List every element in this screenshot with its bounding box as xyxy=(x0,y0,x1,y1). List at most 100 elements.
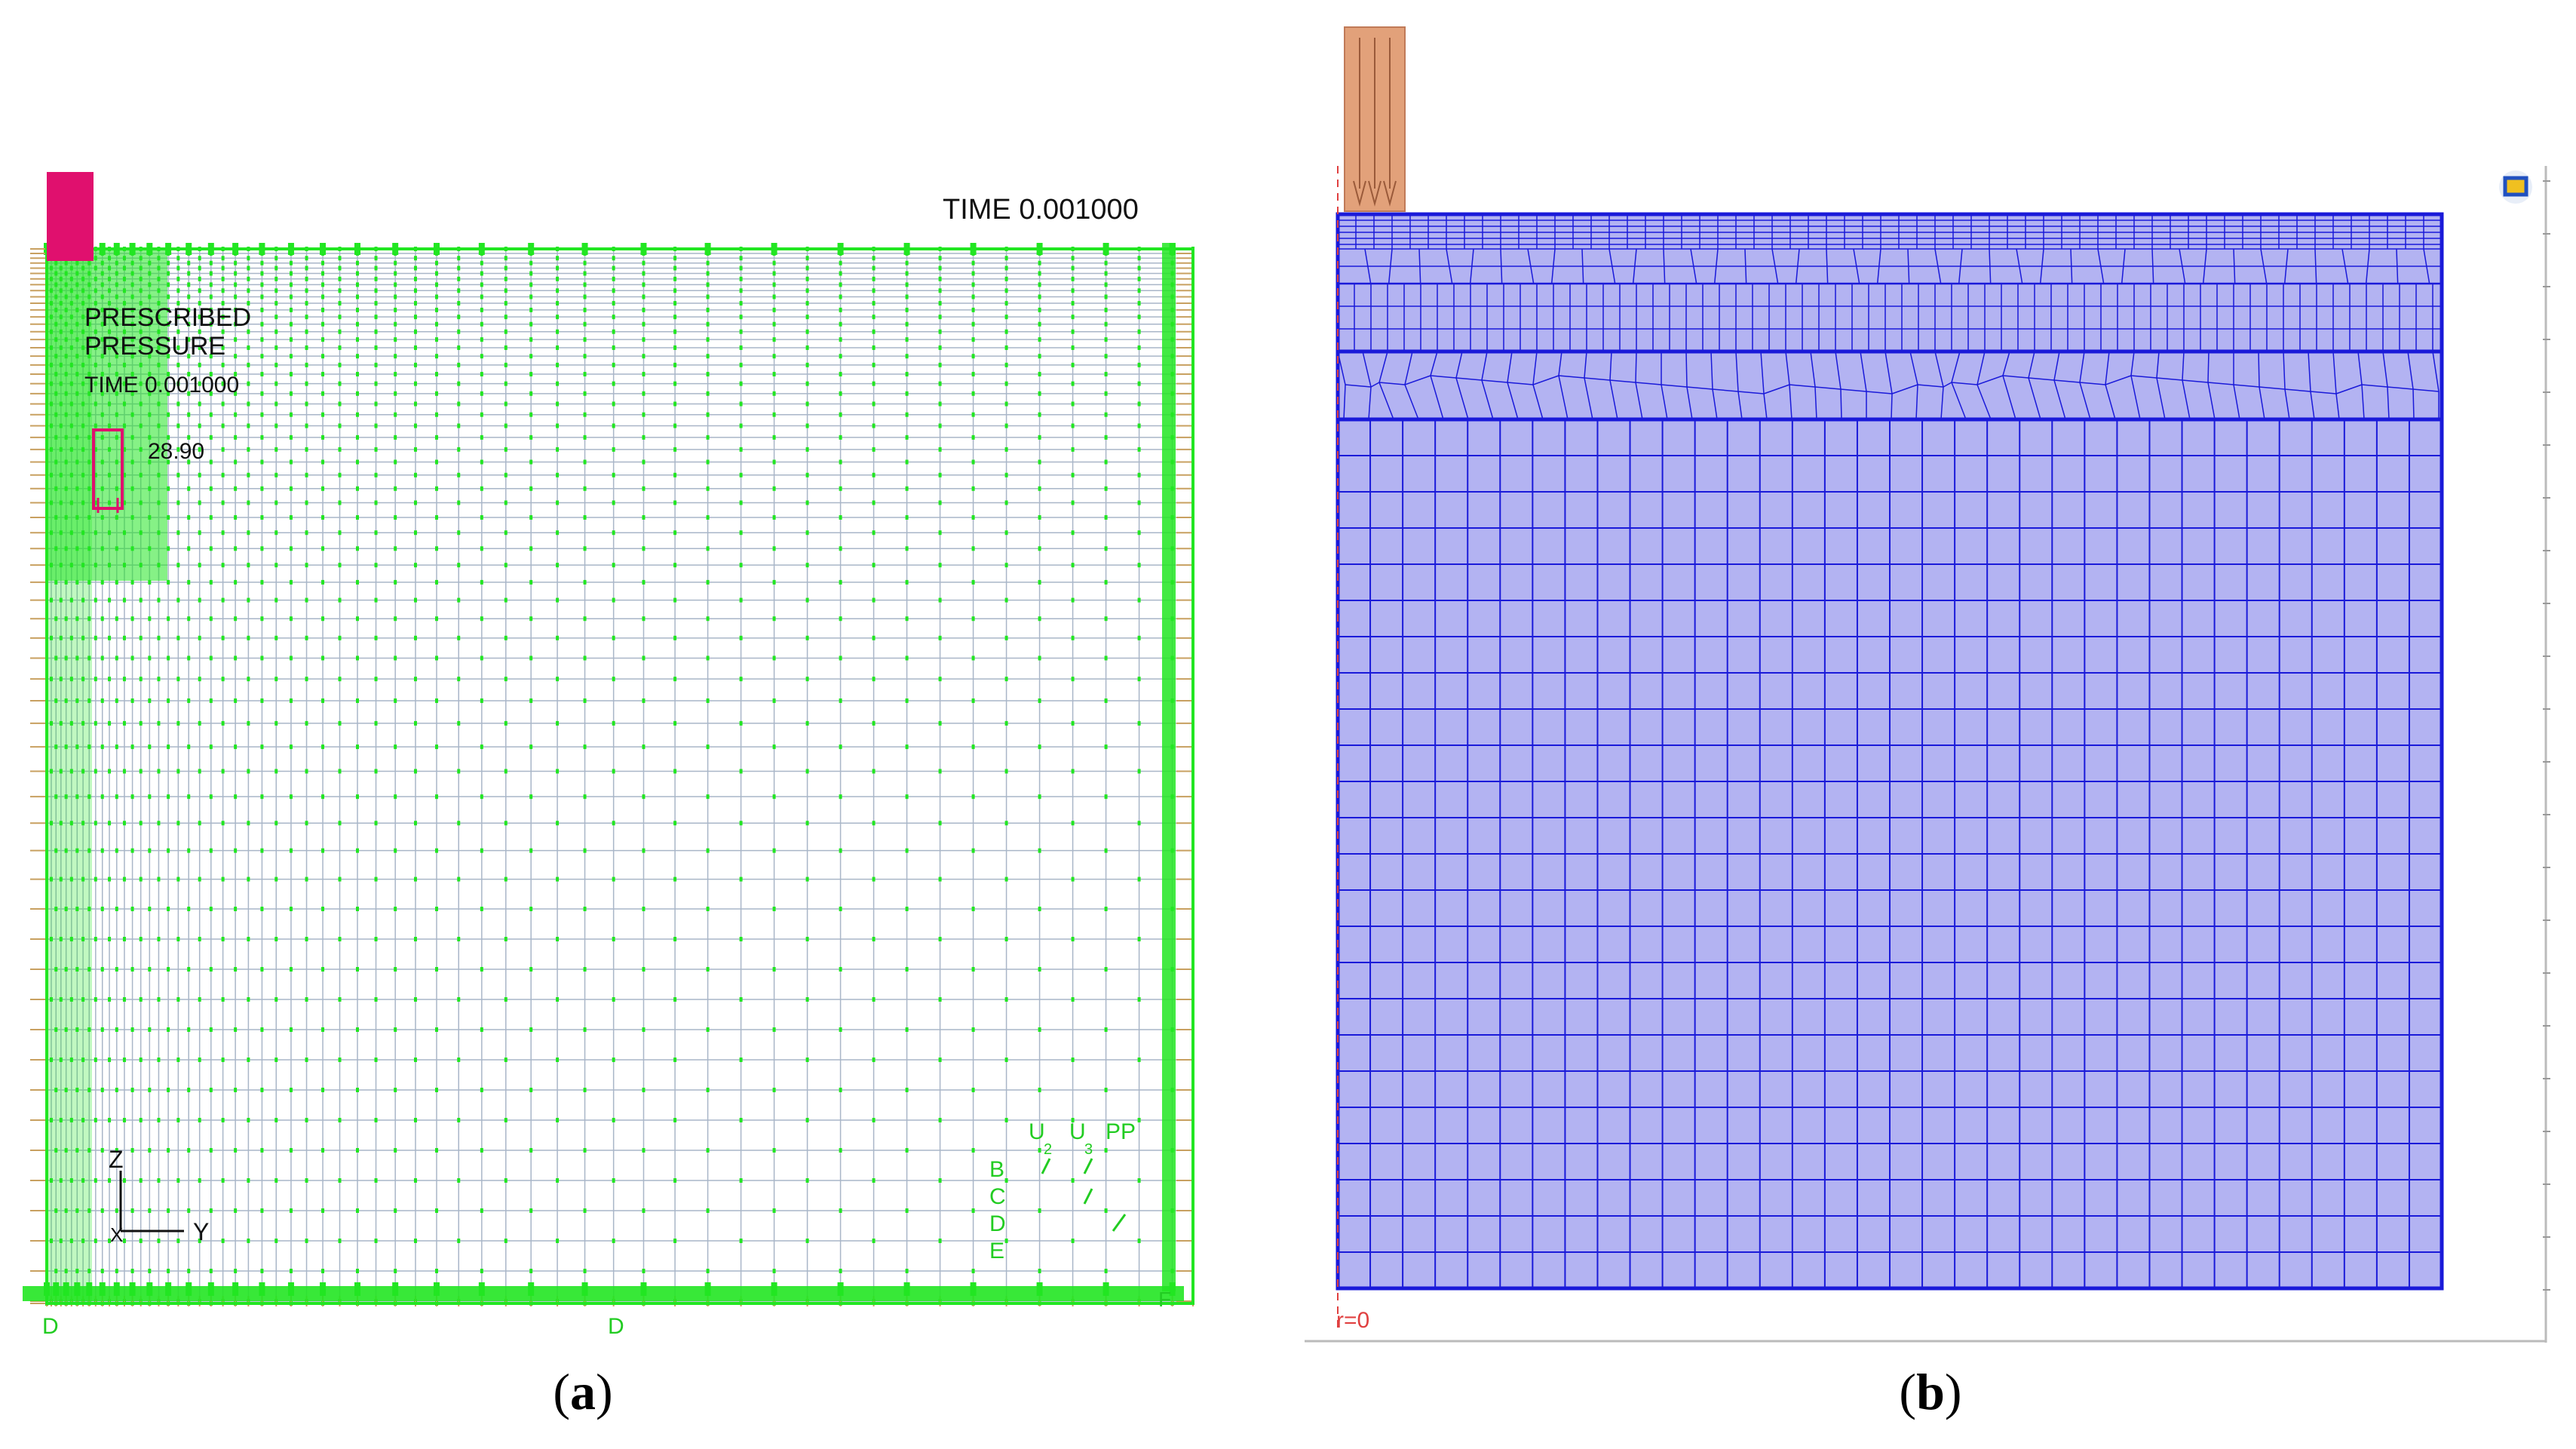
node-marker xyxy=(1104,655,1108,661)
node-marker xyxy=(289,1208,293,1214)
node-marker xyxy=(94,597,97,603)
node-marker xyxy=(130,655,134,661)
node-marker xyxy=(69,1239,73,1244)
node-marker xyxy=(50,677,53,682)
node-marker xyxy=(805,937,809,942)
mesh-line-vertical xyxy=(2121,248,2126,284)
node-marker xyxy=(529,794,533,800)
node-marker xyxy=(187,307,191,312)
node-marker xyxy=(338,423,342,428)
node-marker xyxy=(583,579,587,585)
node-marker xyxy=(1004,288,1008,293)
node-marker xyxy=(706,412,710,417)
node-marker xyxy=(167,579,170,585)
node-marker xyxy=(94,937,97,942)
node-marker xyxy=(673,315,677,320)
node-marker xyxy=(772,514,776,520)
node-marker xyxy=(706,655,710,661)
node-marker xyxy=(187,579,191,585)
node-marker xyxy=(115,655,118,661)
node-marker xyxy=(305,530,308,536)
mesh-line-vertical xyxy=(2039,248,2044,284)
node-marker xyxy=(176,821,180,826)
node-marker xyxy=(971,698,975,703)
node-marker xyxy=(504,1178,508,1183)
node-marker xyxy=(1004,266,1008,271)
mesh-line-transition xyxy=(1430,351,1438,376)
legend-pressure-icon xyxy=(92,428,124,510)
node-marker xyxy=(1104,1269,1108,1274)
node-marker xyxy=(971,271,975,276)
node-marker xyxy=(394,372,397,377)
node-marker xyxy=(938,256,942,261)
node-marker xyxy=(413,635,417,640)
node-marker xyxy=(221,288,225,293)
node-marker xyxy=(1104,486,1108,491)
node-marker xyxy=(59,769,63,774)
node-marker xyxy=(108,677,112,682)
node-marker xyxy=(905,271,909,276)
node-marker xyxy=(247,472,250,477)
node-marker xyxy=(198,1239,201,1244)
node-marker xyxy=(176,362,180,367)
mesh-line-transition xyxy=(2387,386,2390,420)
node-marker xyxy=(434,282,438,287)
node-marker xyxy=(1004,401,1008,407)
node-marker xyxy=(772,907,776,912)
node-marker xyxy=(139,677,143,682)
node-marker xyxy=(274,769,278,774)
node-marker xyxy=(338,1058,342,1063)
node-marker xyxy=(221,1058,225,1063)
node-marker xyxy=(394,307,397,312)
node-marker xyxy=(583,514,587,520)
node-marker xyxy=(583,294,587,299)
node-marker xyxy=(234,579,238,585)
node-marker xyxy=(209,372,213,377)
node-marker xyxy=(1104,354,1108,359)
node-marker xyxy=(772,307,776,312)
node-marker xyxy=(413,1178,417,1183)
node-marker xyxy=(1038,848,1041,853)
node-marker xyxy=(100,616,104,622)
mesh-line-vertical xyxy=(2179,248,2186,284)
mesh-line-vertical xyxy=(2070,248,2073,284)
node-marker xyxy=(583,434,587,440)
node-marker xyxy=(673,329,677,334)
node-marker xyxy=(289,848,293,853)
node-marker xyxy=(706,616,710,622)
mesh-line-transition xyxy=(1378,382,1394,420)
node-marker xyxy=(198,563,201,568)
node-marker xyxy=(642,391,646,396)
mesh-line-vertical xyxy=(2202,248,2207,284)
node-marker xyxy=(1104,294,1108,299)
node-marker xyxy=(413,472,417,477)
node-marker xyxy=(739,597,743,603)
node-marker xyxy=(305,288,308,293)
node-marker xyxy=(1137,635,1141,640)
node-marker xyxy=(209,1027,213,1033)
node-marker xyxy=(413,288,417,293)
node-marker xyxy=(338,563,342,568)
node-marker xyxy=(805,345,809,350)
node-marker xyxy=(434,1027,438,1033)
node-marker xyxy=(374,345,378,350)
node-marker xyxy=(59,821,63,826)
node-marker xyxy=(198,315,201,320)
node-marker xyxy=(905,337,909,342)
node-marker xyxy=(839,967,842,972)
node-marker xyxy=(87,698,91,703)
node-marker xyxy=(434,294,438,299)
node-marker xyxy=(198,997,201,1002)
node-marker xyxy=(612,720,615,726)
node-marker xyxy=(122,997,126,1002)
mesh-line-transition xyxy=(2105,375,2132,385)
dof-tick xyxy=(1041,1158,1051,1174)
mesh-line-transition xyxy=(2412,388,2440,392)
node-marker xyxy=(355,271,359,276)
mesh-line-transition xyxy=(2310,391,2315,420)
node-marker xyxy=(504,256,508,261)
node-marker xyxy=(321,1208,325,1214)
mesh-line-transition xyxy=(2259,386,2265,420)
node-marker xyxy=(221,401,225,407)
mesh-line-transition xyxy=(1785,351,1790,385)
